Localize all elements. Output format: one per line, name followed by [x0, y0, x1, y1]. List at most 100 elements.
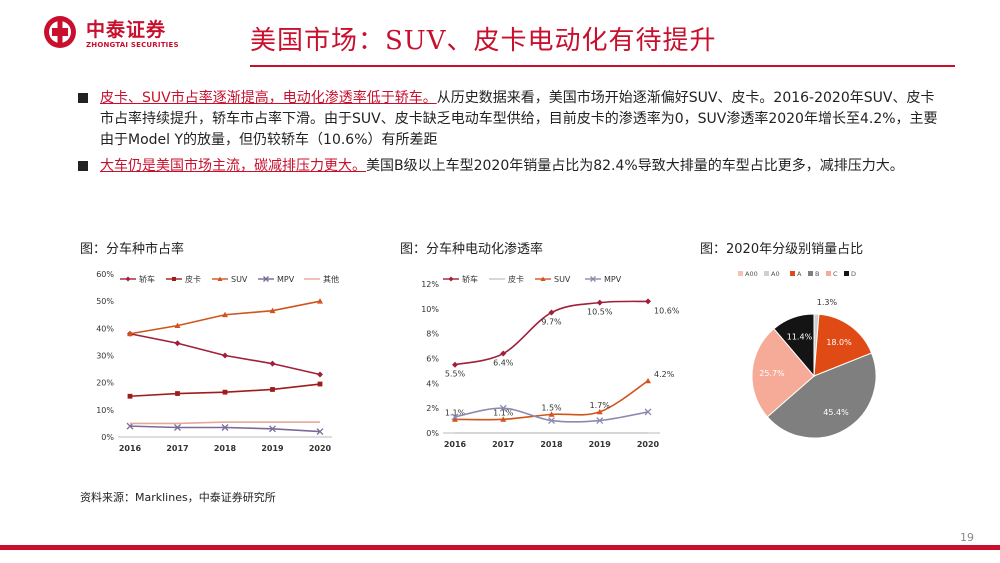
- data-point: [645, 298, 651, 305]
- chart-caption-share: 图：分车种市占率: [80, 242, 185, 257]
- data-point: [174, 424, 181, 431]
- chart-caption-segment: 图：2020年分级别销量占比: [700, 242, 864, 257]
- x-tick-label: 2020: [637, 440, 660, 449]
- data-point: [644, 408, 652, 416]
- source-note: 资料来源：Marklines，中泰证券研究所: [80, 491, 276, 504]
- legend-label: D: [851, 270, 856, 278]
- legend-label: B: [815, 270, 819, 278]
- bullet-highlight: 皮卡、SUV市占率逐渐提高，电动化渗透率低于轿车。: [100, 90, 437, 106]
- y-tick-label: 10%: [421, 305, 439, 314]
- legend-swatch: [790, 271, 795, 276]
- legend-label: 其他: [323, 274, 339, 284]
- y-tick-label: 50%: [96, 297, 114, 306]
- data-point: [596, 299, 603, 306]
- data-label: 4.2%: [654, 370, 675, 379]
- company-logo: 中泰证券 ZHONGTAI SECURITIES: [42, 12, 192, 54]
- x-tick-label: 2019: [261, 444, 284, 453]
- bullet-text: 从历史数据来看，美国市场开始逐渐偏好SUV、皮卡。2016-2020年SUV、皮…: [100, 90, 938, 148]
- data-point: [500, 416, 507, 422]
- data-label: 1.7%: [590, 401, 611, 410]
- y-tick-label: 8%: [426, 330, 439, 339]
- data-point: [174, 340, 181, 347]
- pie-slice: [766, 352, 877, 439]
- bullet-text: 美国B级以上车型2020年销量占比为82.4%导致大排量的车型占比更多，减排压力…: [366, 158, 904, 174]
- legend-swatch: [826, 271, 831, 276]
- bullet-highlight: 大车仍是美国市场主流，碳减排压力更大。: [100, 158, 366, 174]
- data-point: [269, 307, 276, 314]
- data-label: 6.4%: [493, 359, 514, 368]
- legend-label: A0: [771, 270, 780, 278]
- bullet-item: 皮卡、SUV市占率逐渐提高，电动化渗透率低于轿车。从历史数据来看，美国市场开始逐…: [78, 88, 948, 151]
- slice-label: 1.3%: [817, 298, 838, 307]
- x-tick-label: 2018: [214, 444, 237, 453]
- y-tick-label: 6%: [426, 355, 439, 364]
- legend-label: 轿车: [462, 274, 478, 284]
- y-tick-label: 60%: [96, 270, 114, 279]
- data-point: [269, 360, 276, 367]
- bullet-square-icon: [78, 93, 88, 103]
- data-point: [222, 311, 228, 318]
- x-tick-label: 2017: [166, 444, 188, 453]
- y-tick-label: 12%: [421, 280, 439, 289]
- segment-share-pie: A00 A0 A B C D 1.3% 18.0% 45.4% 25.7% 11.4%: [738, 270, 877, 439]
- data-label: 10.5%: [587, 308, 613, 317]
- data-point: [645, 377, 651, 384]
- data-point: [590, 276, 596, 282]
- pie-slice: [813, 313, 873, 377]
- data-point: [540, 276, 546, 281]
- data-point: [217, 276, 223, 281]
- data-label: 1.1%: [445, 408, 466, 417]
- x-tick-label: 2018: [540, 440, 563, 449]
- ev-penetration-chart: 0% 2% 4% 6% 8% 10% 12% 2016 2017 2018 2019 2020 轿车 皮卡…: [421, 274, 680, 449]
- bullet-item: 大车仍是美国市场主流，碳减排压力更大。美国B级以上车型2020年销量占比为82.…: [78, 156, 948, 177]
- data-point: [127, 393, 133, 399]
- data-point: [222, 352, 228, 359]
- legend-label: SUV: [554, 275, 571, 284]
- slice-label: 18.0%: [826, 338, 852, 347]
- legend-swatch: [808, 271, 813, 276]
- data-point: [175, 391, 180, 396]
- series-line: [129, 300, 321, 335]
- slice-label: 45.4%: [823, 408, 849, 417]
- market-share-chart: 0% 10% 20% 30% 40% 50% 60% 2016 2017 2018 2019 2020…: [96, 270, 339, 453]
- x-tick-label: 2016: [444, 440, 467, 449]
- data-point: [596, 408, 603, 415]
- x-tick-label: 2019: [589, 440, 612, 449]
- chart-caption-penetration: 图：分车种电动化渗透率: [400, 242, 544, 257]
- data-point: [317, 381, 323, 387]
- y-tick-label: 2%: [426, 404, 439, 413]
- logo-name-en: ZHONGTAI SECURITIES: [86, 41, 179, 49]
- slice-label: 11.4%: [787, 332, 813, 341]
- bullet-list: 皮卡、SUV市占率逐渐提高，电动化渗透率低于轿车。从历史数据来看，美国市场开始逐…: [78, 88, 948, 182]
- data-point: [316, 428, 324, 436]
- bullet-square-icon: [78, 161, 88, 171]
- data-label: 10.6%: [654, 306, 680, 315]
- slice-label: 25.7%: [759, 369, 785, 378]
- data-point: [270, 387, 275, 392]
- legend-label: 皮卡: [185, 274, 201, 284]
- data-point: [269, 425, 276, 433]
- data-label: 5.5%: [445, 370, 466, 379]
- legend-label: C: [833, 270, 838, 278]
- data-point: [499, 404, 507, 412]
- data-point: [596, 417, 604, 425]
- legend-label: SUV: [231, 275, 248, 284]
- data-point: [548, 417, 555, 425]
- legend-swatch: [764, 271, 769, 276]
- data-label: 1.5%: [541, 403, 562, 412]
- page-number: 19: [960, 531, 974, 544]
- legend-label: 轿车: [139, 274, 155, 284]
- data-point: [317, 371, 323, 378]
- legend-label: 皮卡: [508, 274, 524, 284]
- y-tick-label: 0%: [426, 429, 439, 438]
- x-tick-label: 2020: [309, 444, 332, 453]
- data-point: [452, 361, 458, 368]
- series-line: [130, 421, 320, 425]
- y-tick-label: 4%: [426, 379, 439, 388]
- title-rule: [250, 65, 955, 67]
- page-title: 美国市场：SUV、皮卡电动化有待提升: [250, 26, 717, 56]
- data-point: [172, 277, 176, 281]
- data-point: [221, 424, 229, 431]
- data-point: [548, 309, 555, 316]
- y-tick-label: 30%: [96, 352, 114, 361]
